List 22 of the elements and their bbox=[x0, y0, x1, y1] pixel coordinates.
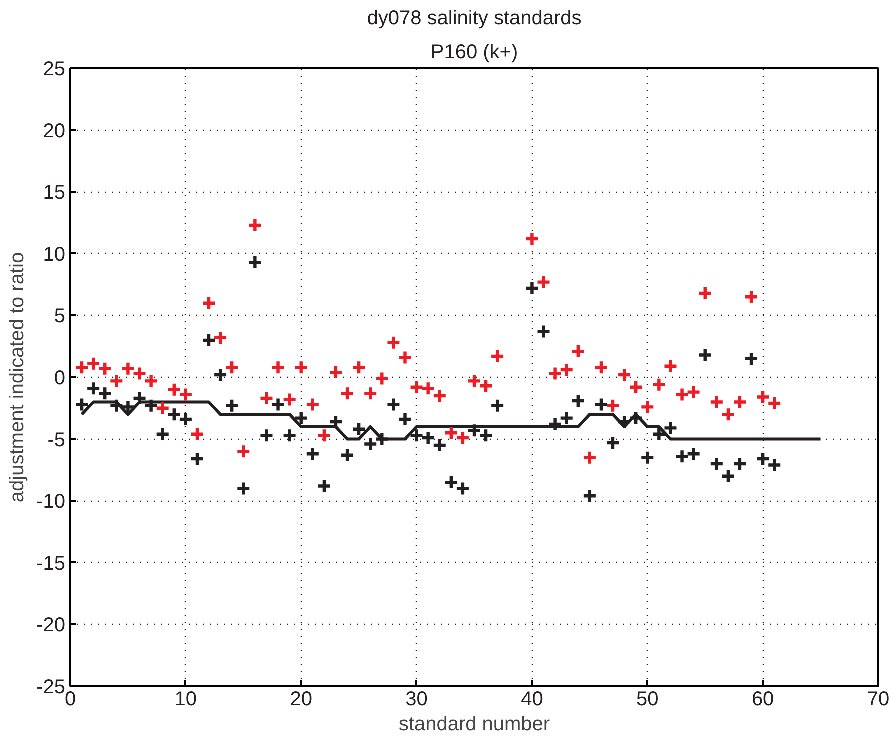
y-tick-label: 15 bbox=[43, 182, 66, 204]
y-tick-label: 25 bbox=[43, 58, 66, 80]
y-tick-label: 10 bbox=[43, 244, 66, 266]
chart-subtitle: P160 (k+) bbox=[430, 42, 518, 64]
x-tick-label: 30 bbox=[406, 688, 428, 710]
y-tick-label: -25 bbox=[36, 676, 66, 698]
y-tick-label: -20 bbox=[36, 614, 66, 637]
x-tick-label: 20 bbox=[290, 688, 312, 710]
y-tick-label: 20 bbox=[43, 120, 66, 142]
x-tick-label: 50 bbox=[636, 688, 659, 710]
chart-title: dy078 salinity standards bbox=[367, 8, 582, 30]
x-tick-label: 60 bbox=[752, 688, 774, 710]
y-tick-label: 0 bbox=[54, 368, 66, 390]
x-tick-label: 70 bbox=[867, 688, 890, 710]
y-tick-label: -10 bbox=[36, 491, 66, 514]
x-tick-label: 40 bbox=[521, 688, 544, 710]
y-tick-label: -15 bbox=[36, 552, 66, 575]
x-tick-label: 10 bbox=[174, 688, 198, 710]
y-axis-title: adjustment indicated to ratio bbox=[6, 252, 29, 503]
x-axis-title: standard number bbox=[398, 714, 550, 736]
y-tick-label: -5 bbox=[48, 429, 66, 452]
y-tick-label: 5 bbox=[54, 306, 66, 328]
